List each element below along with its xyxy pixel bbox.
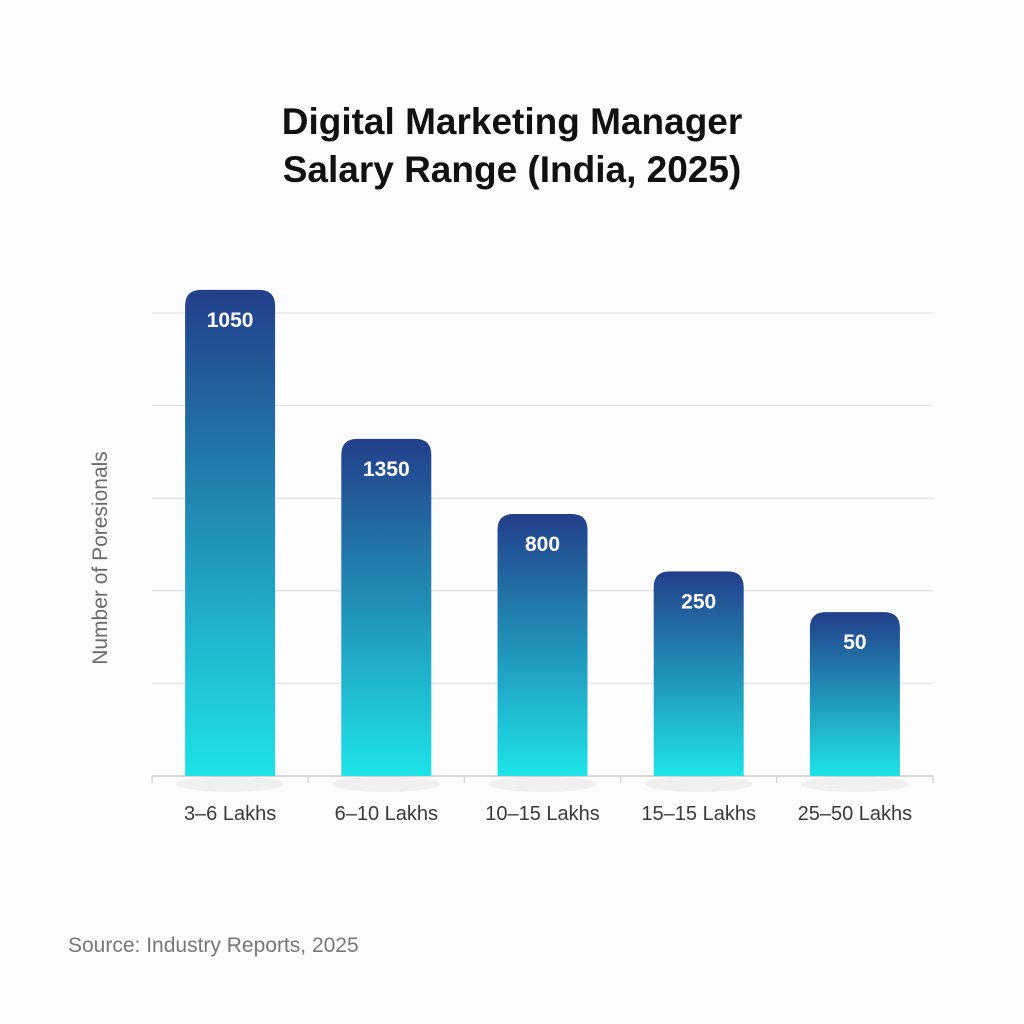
chart-title-line-2: Salary Range (India, 2025) [282,149,742,190]
x-tick-label: 6–10 Lakhs [335,803,438,825]
x-tick-label: 25–50 Lakhs [798,803,913,825]
bar [185,289,276,776]
bar-shadow [488,776,597,792]
y-axis-label: Number of Poresionals [89,451,112,665]
bar-data-label: 1350 [363,458,410,481]
bars: 1050 1350 800 250 50 [176,289,909,792]
x-tick-label: 15–15 Lakhs [641,803,756,825]
bar [653,571,744,776]
chart-title-line-1: Digital Marketing Manager [281,101,743,142]
bar-data-label: 50 [843,631,866,654]
source-note: Source: Industry Reports, 2025 [68,934,359,957]
bar-data-label: 800 [525,533,560,556]
bar-data-label: 1050 [207,309,254,332]
x-tick-labels: 3–6 Lakhs 6–10 Lakhs 10–15 Lakhs 15–15 Lakh… [184,803,912,825]
bar-data-label: 250 [681,590,716,613]
bar-shadow [800,776,909,792]
bar-shadow [644,776,753,792]
bar [809,612,900,776]
bar [341,438,432,776]
bar-shadow [332,776,441,792]
x-tick-label: 3–6 Lakhs [184,803,276,825]
chart-title: Digital Marketing Manager Salary Range (… [0,98,1024,194]
x-tick-label: 10–15 Lakhs [485,803,600,825]
bar-shadow [176,776,285,792]
bar [497,513,588,776]
